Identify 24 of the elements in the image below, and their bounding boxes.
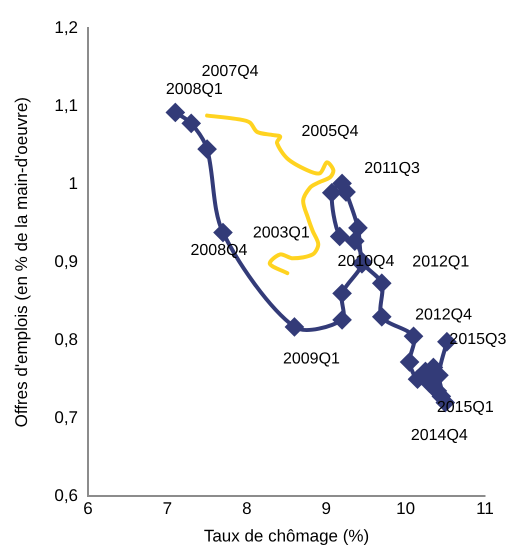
y-tick-label: 1 [68,174,78,193]
annotation: 2009Q1 [282,350,340,368]
y-tick-label: 0,6 [54,486,78,505]
y-tick-label: 1,2 [54,18,78,37]
x-tick-label: 11 [476,499,494,518]
annotation: 2011Q3 [364,160,420,177]
x-tick-label: 9 [321,499,331,518]
annotation: 2008Q1 [166,80,223,98]
annotation: 2007Q4 [202,62,259,80]
x-axis-title: Taux de chômage (%) [204,526,370,546]
annotation: 2005Q4 [302,122,359,140]
y-tick-label: 0,8 [54,330,78,349]
y-tick-label: 1,1 [54,96,78,115]
y-axis-title: Offres d'emplois (en % de la main-d'oeuvre) [12,97,31,428]
annotation: 2003Q1 [252,224,310,242]
x-tick-label: 7 [162,499,172,518]
x-tick-label: 6 [83,499,93,518]
annotation: 2012Q1 [412,254,470,271]
y-tick-label: 0,9 [54,252,78,271]
x-tick-label: 8 [242,499,252,518]
y-tick-label: 0,7 [54,408,78,427]
annotation: 2012Q4 [415,306,472,324]
x-tick-label: 10 [396,499,416,518]
annotation: 2014Q4 [410,426,468,444]
